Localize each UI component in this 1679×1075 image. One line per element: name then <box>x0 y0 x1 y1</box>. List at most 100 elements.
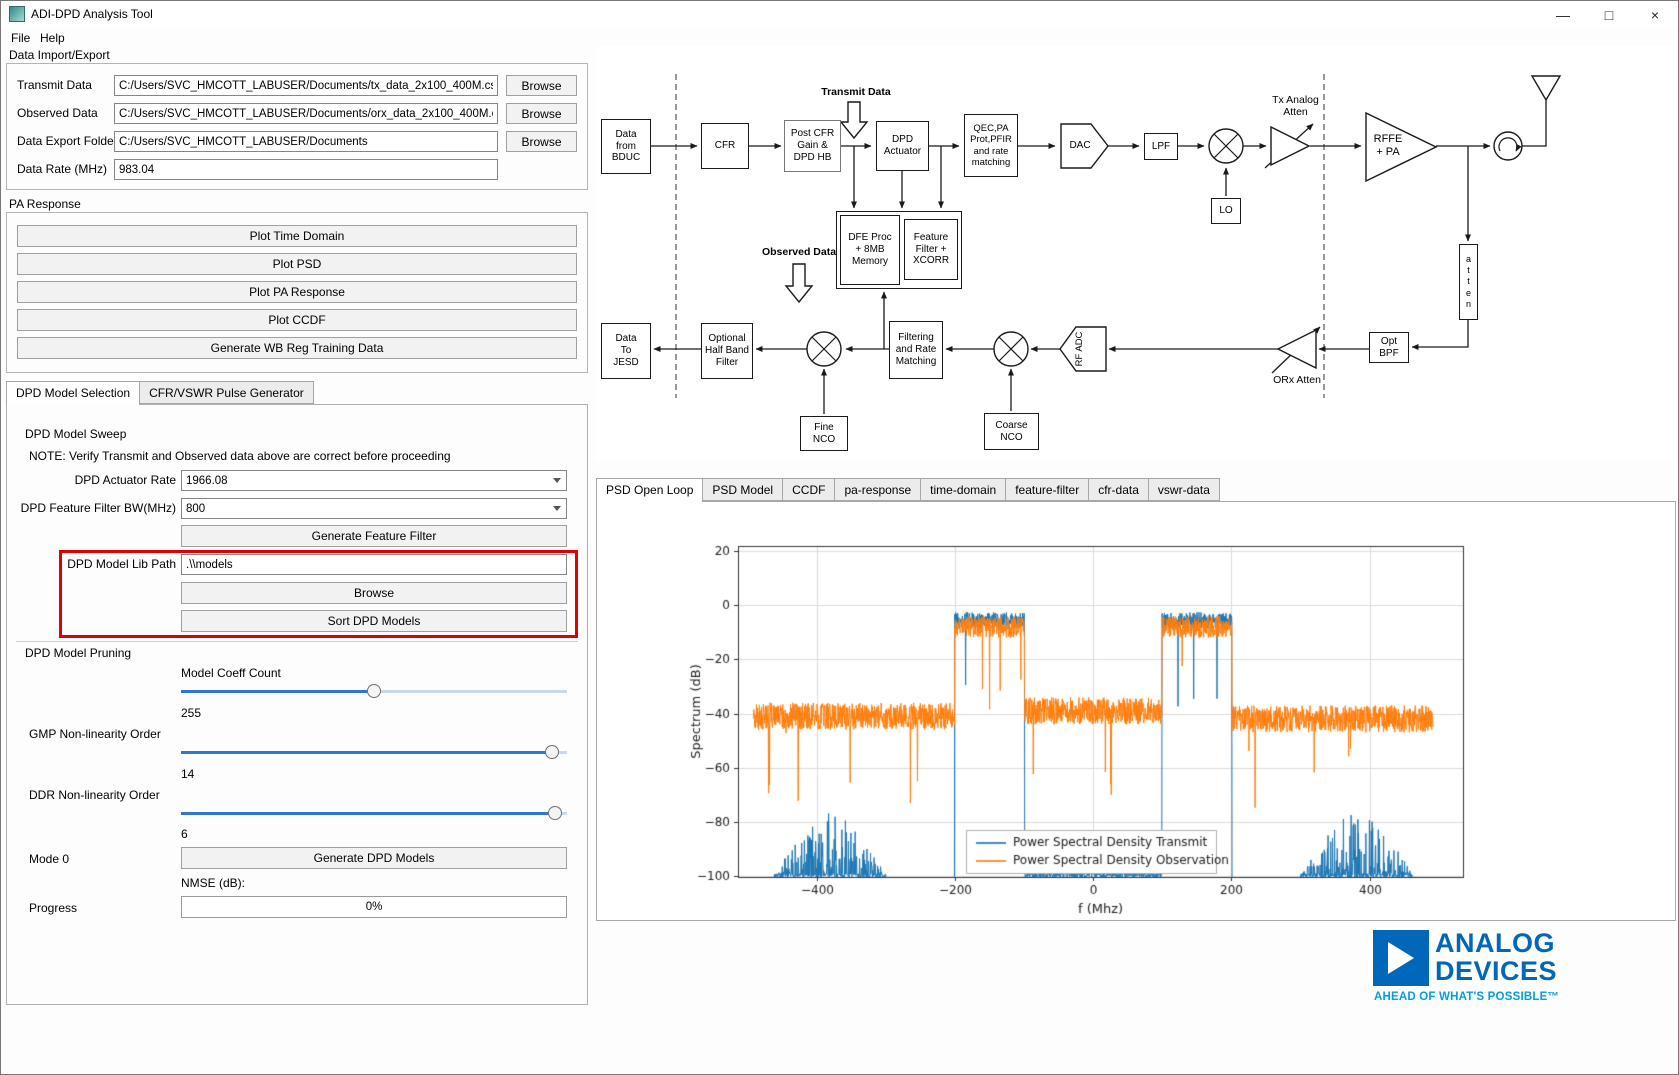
tab-feature-filter[interactable]: feature-filter <box>1005 478 1089 501</box>
export-folder-label: Data Export Folder <box>17 134 118 148</box>
model-coeff-value: 255 <box>181 706 201 720</box>
logo-tagline: AHEAD OF WHAT'S POSSIBLE™ <box>1374 991 1559 1003</box>
tab-vswr-data[interactable]: vswr-data <box>1148 478 1220 501</box>
slider-fill <box>181 751 552 754</box>
logo-line2: DEVICES <box>1435 958 1557 985</box>
slider-thumb[interactable] <box>367 684 381 698</box>
data-rate-input[interactable] <box>114 159 498 180</box>
analog-devices-logo: ANALOG DEVICES AHEAD OF WHAT'S POSSIBLE™ <box>1373 928 1673 1008</box>
gmp-order-slider[interactable] <box>181 744 567 760</box>
slider-fill <box>181 812 555 815</box>
progress-value: 0% <box>366 901 383 913</box>
adi-triangle-icon <box>1388 942 1414 974</box>
logo-line1: ANALOG <box>1435 930 1555 957</box>
block-data-to-jesd: Data To JESD <box>601 323 651 379</box>
tab-psd-open-loop[interactable]: PSD Open Loop <box>596 478 703 502</box>
minimize-icon: — <box>1556 7 1570 23</box>
tab-psd-model[interactable]: PSD Model <box>702 478 783 501</box>
close-icon: × <box>1651 7 1659 23</box>
progress-label: Progress <box>29 901 77 915</box>
minimize-button[interactable]: — <box>1540 1 1586 28</box>
ddr-order-label: DDR Non-linearity Order <box>29 788 160 802</box>
maximize-icon: □ <box>1605 7 1613 23</box>
block-coarse-nco: Coarse NCO <box>984 413 1039 450</box>
block-data-from-bduc: Data from BDUC <box>601 119 651 174</box>
feature-bw-combobox[interactable] <box>181 498 567 519</box>
signal-chain-diagram: Data from BDUC CFR Post CFR Gain & DPD H… <box>596 46 1675 461</box>
tab-cfr-data[interactable]: cfr-data <box>1088 478 1149 501</box>
block-qec: QEC,PA Prot,PFIR and rate matching <box>964 114 1018 177</box>
left-tab-bar: DPD Model Selection CFR/VSWR Pulse Gener… <box>6 381 313 405</box>
tab-dpd-model-selection[interactable]: DPD Model Selection <box>6 381 140 405</box>
transmit-data-label: Transmit Data <box>17 78 92 92</box>
export-folder-input[interactable] <box>114 131 498 152</box>
tx-analog-atten-label: Tx Analog Atten <box>1258 94 1333 118</box>
block-feature-filter-xcorr: Feature Filter + XCORR <box>904 219 958 280</box>
tab-pa-response[interactable]: pa-response <box>834 478 921 501</box>
observed-data-arrow-label: Observed Data <box>749 246 849 258</box>
sweep-note: NOTE: Verify Transmit and Observed data … <box>29 449 451 463</box>
mode-label: Mode 0 <box>29 852 69 866</box>
transmit-data-arrow-label: Transmit Data <box>801 86 911 98</box>
slider-thumb[interactable] <box>548 806 562 820</box>
maximize-button[interactable]: □ <box>1586 1 1632 28</box>
sort-dpd-models-button[interactable]: Sort DPD Models <box>181 610 567 632</box>
rf-adc-label: RF ADC <box>1065 320 1095 378</box>
transmit-data-browse-button[interactable]: Browse <box>506 75 577 96</box>
block-atten: a t t e n <box>1459 244 1478 320</box>
tab-cfr-vswr-pulse-generator[interactable]: CFR/VSWR Pulse Generator <box>139 381 314 404</box>
window-title: ADI-DPD Analysis Tool <box>31 7 153 21</box>
close-button[interactable]: × <box>1632 1 1678 28</box>
tab-time-domain[interactable]: time-domain <box>920 478 1006 501</box>
actuator-rate-label: DPD Actuator Rate <box>16 473 176 487</box>
orx-atten-label: ORx Atten <box>1258 374 1336 386</box>
generate-feature-filter-button[interactable]: Generate Feature Filter <box>181 525 567 547</box>
block-cfr: CFR <box>701 123 749 169</box>
plot-time-domain-button[interactable]: Plot Time Domain <box>17 225 577 247</box>
ddr-order-value: 6 <box>181 827 188 841</box>
lib-path-browse-button[interactable]: Browse <box>181 582 567 604</box>
lib-path-input[interactable] <box>181 554 567 575</box>
block-filtering-rate-matching: Filtering and Rate Matching <box>889 321 943 379</box>
chevron-down-icon[interactable] <box>553 478 561 483</box>
psd-chart <box>597 502 1674 919</box>
lib-path-label: DPD Model Lib Path <box>16 557 176 571</box>
slider-fill <box>181 690 374 693</box>
block-post-cfr: Post CFR Gain & DPD HB <box>784 120 841 172</box>
generate-dpd-models-button[interactable]: Generate DPD Models <box>181 847 567 869</box>
transmit-data-input[interactable] <box>114 75 498 96</box>
observed-data-input[interactable] <box>114 103 498 124</box>
export-folder-browse-button[interactable]: Browse <box>506 131 577 152</box>
actuator-rate-combobox[interactable] <box>181 470 567 491</box>
adi-logo-mark <box>1373 930 1429 986</box>
data-rate-label: Data Rate (MHz) <box>17 162 107 176</box>
ddr-order-slider[interactable] <box>181 805 567 821</box>
block-dpd-actuator: DPD Actuator <box>876 121 929 171</box>
plot-psd-button[interactable]: Plot PSD <box>17 253 577 275</box>
block-fine-nco: Fine NCO <box>800 416 848 451</box>
app-window: ADI-DPD Analysis Tool — □ × File Help Da… <box>0 0 1679 1075</box>
psd-chart-panel <box>596 501 1676 921</box>
block-dfe-proc: DFE Proc + 8MB Memory <box>840 215 900 285</box>
menu-file[interactable]: File <box>6 29 35 47</box>
app-icon <box>9 6 25 22</box>
plot-tab-bar: PSD Open Loop PSD Model CCDF pa-response… <box>596 478 1219 502</box>
model-coeff-slider[interactable] <box>181 683 567 699</box>
dac-label: DAC <box>1059 134 1101 158</box>
slider-thumb[interactable] <box>545 745 559 759</box>
tab-ccdf[interactable]: CCDF <box>782 478 835 501</box>
observed-data-label: Observed Data <box>17 106 98 120</box>
observed-data-browse-button[interactable]: Browse <box>506 103 577 124</box>
gmp-order-label: GMP Non-linearity Order <box>29 727 161 741</box>
block-lo: LO <box>1211 198 1241 224</box>
progress-bar: 0% <box>181 896 567 918</box>
menu-help[interactable]: Help <box>35 29 70 47</box>
plot-ccdf-button[interactable]: Plot CCDF <box>17 309 577 331</box>
generate-wb-reg-button[interactable]: Generate WB Reg Training Data <box>17 337 577 359</box>
chevron-down-icon[interactable] <box>553 506 561 511</box>
section-dpd-model-sweep: DPD Model Sweep <box>25 427 126 441</box>
section-dpd-model-pruning: DPD Model Pruning <box>25 646 131 660</box>
model-coeff-label: Model Coeff Count <box>181 666 281 680</box>
plot-pa-response-button[interactable]: Plot PA Response <box>17 281 577 303</box>
title-bar: ADI-DPD Analysis Tool — □ × <box>1 1 1678 27</box>
